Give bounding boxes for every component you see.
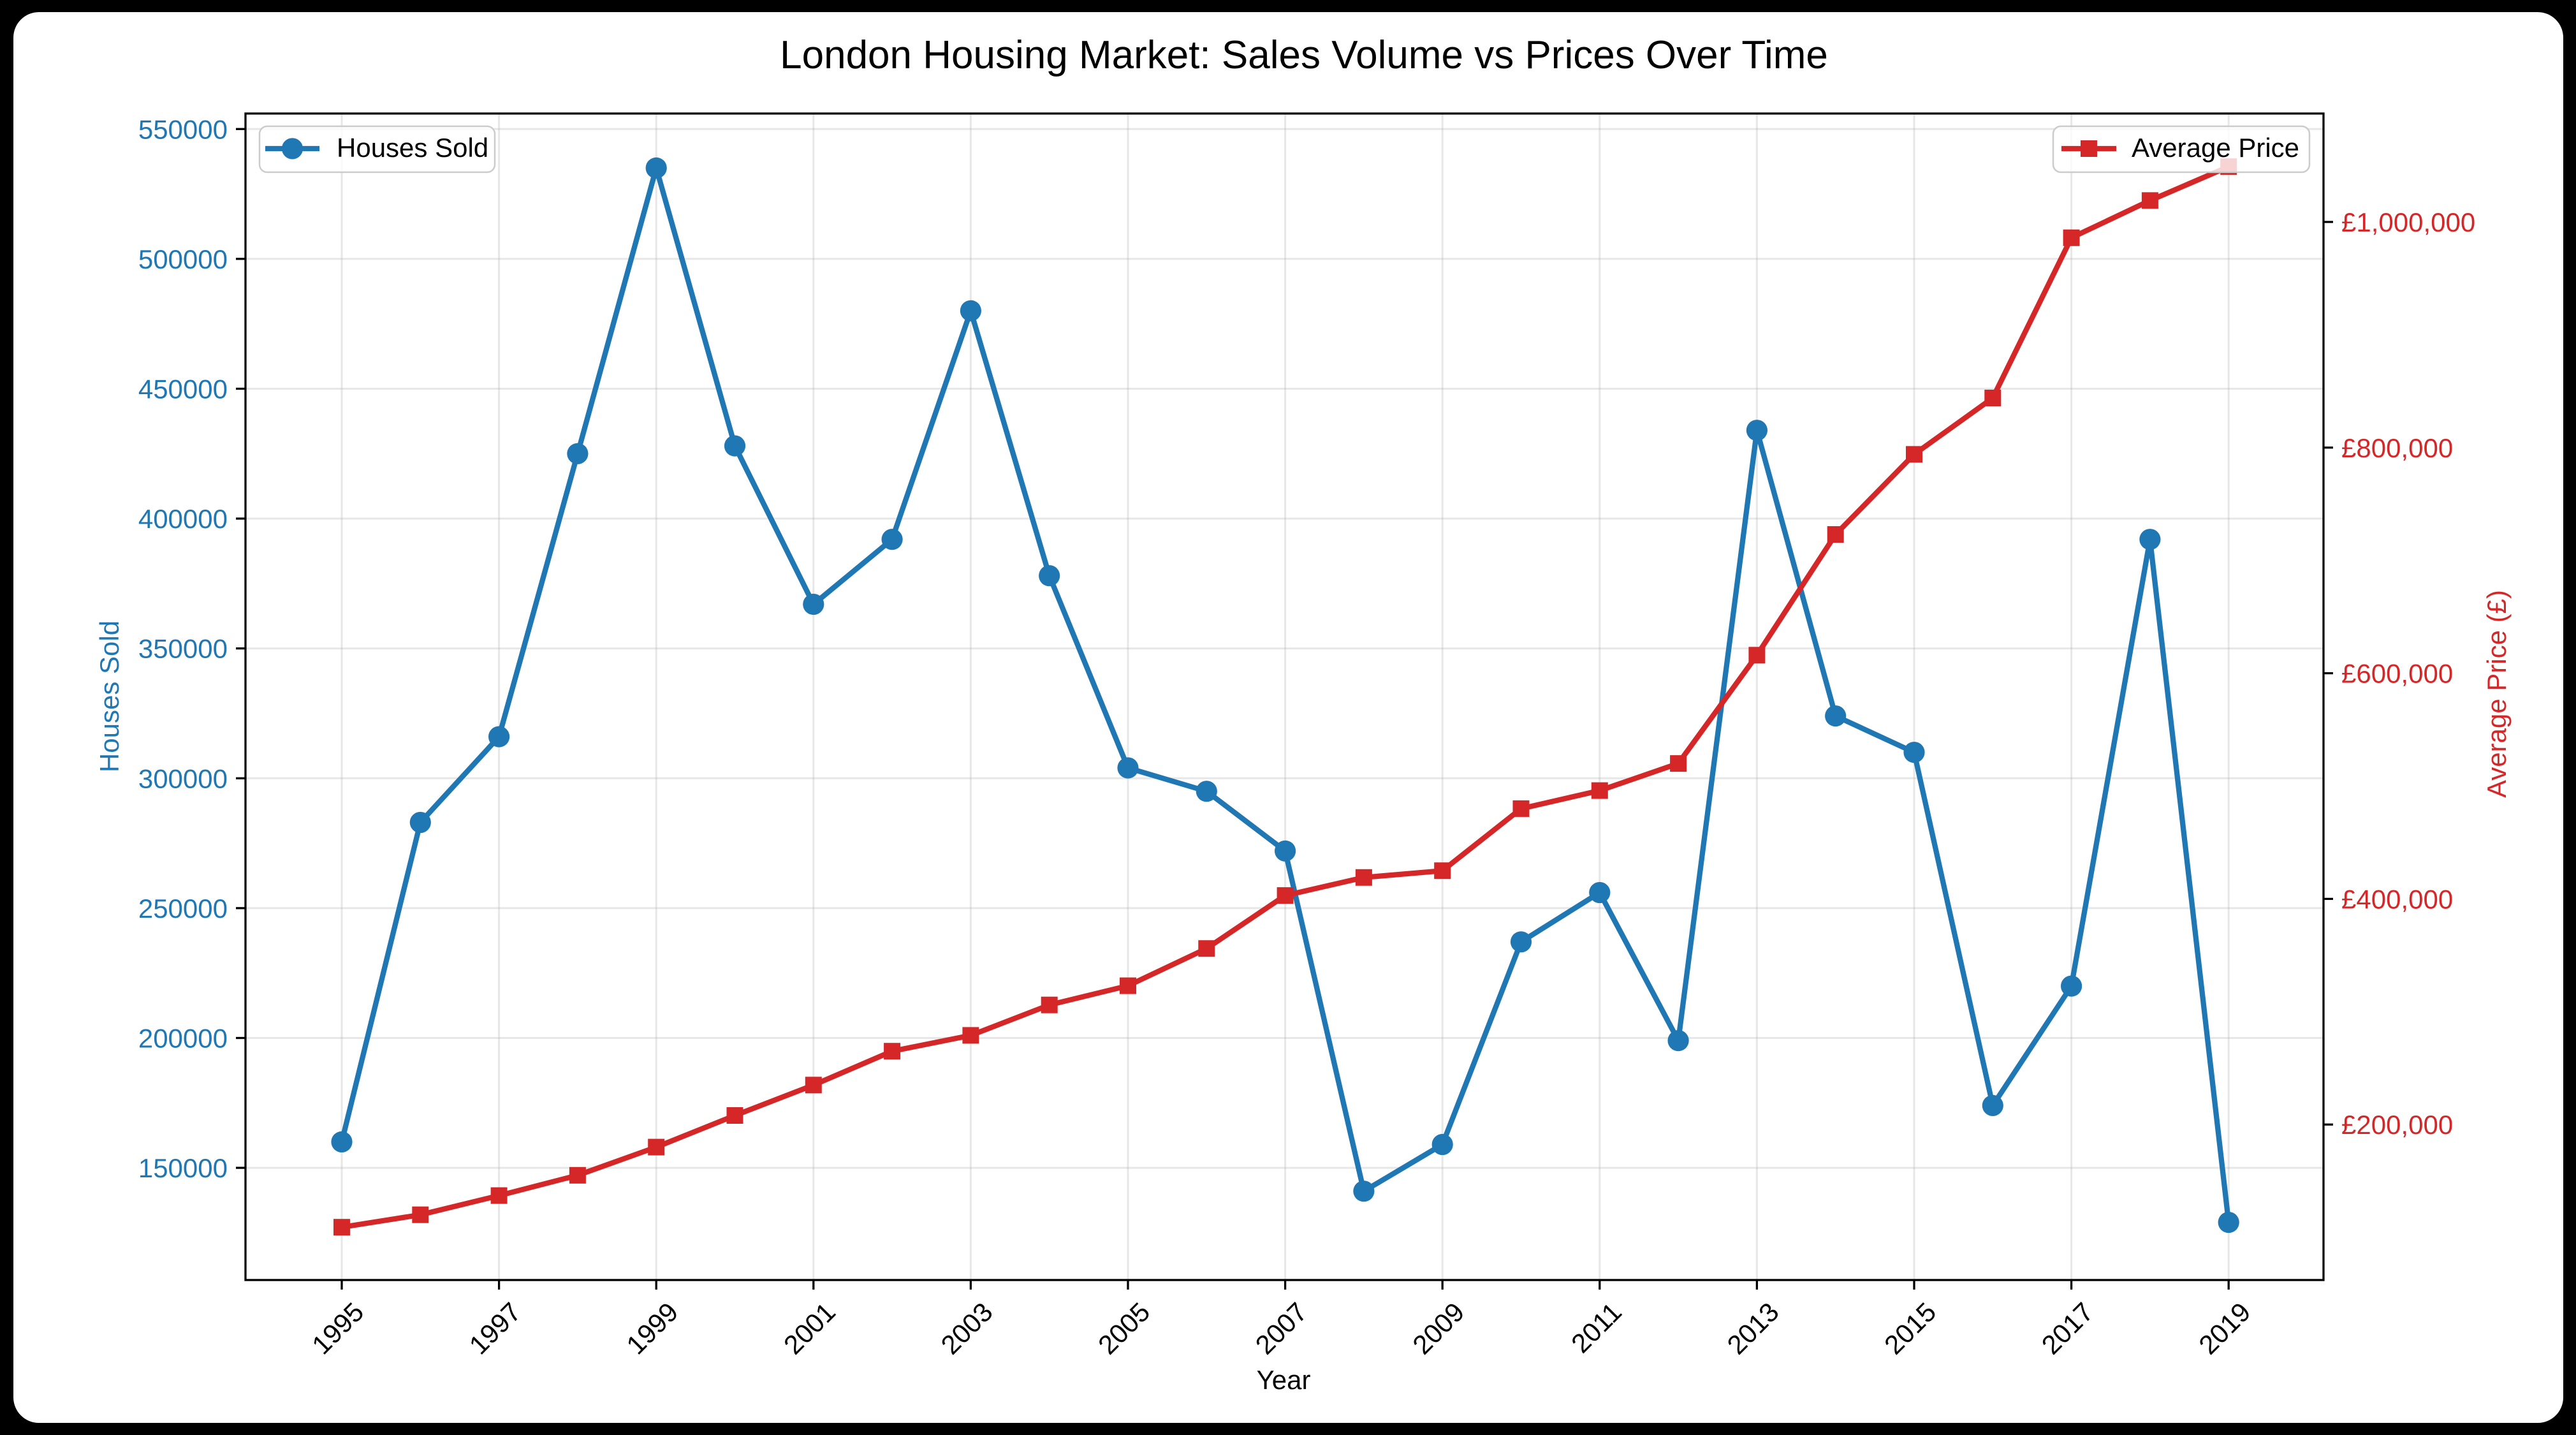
svg-text:Houses Sold: Houses Sold (94, 621, 124, 772)
svg-text:400000: 400000 (138, 504, 228, 534)
svg-text:£600,000: £600,000 (2341, 659, 2453, 689)
svg-text:£400,000: £400,000 (2341, 884, 2453, 914)
svg-text:Average Price (£): Average Price (£) (2482, 590, 2512, 798)
svg-text:350000: 350000 (138, 634, 228, 664)
svg-text:150000: 150000 (138, 1153, 228, 1183)
svg-text:250000: 250000 (138, 894, 228, 924)
svg-text:£200,000: £200,000 (2341, 1110, 2453, 1140)
svg-text:London Housing Market: Sales V: London Housing Market: Sales Volume vs P… (780, 33, 1828, 77)
svg-text:200000: 200000 (138, 1024, 228, 1054)
svg-text:£800,000: £800,000 (2341, 433, 2453, 463)
svg-text:Average Price: Average Price (2132, 133, 2299, 163)
svg-text:Year: Year (1257, 1365, 1311, 1395)
svg-text:Houses Sold: Houses Sold (337, 133, 488, 163)
svg-text:450000: 450000 (138, 374, 228, 404)
svg-text:550000: 550000 (138, 114, 228, 144)
svg-text:500000: 500000 (138, 244, 228, 274)
svg-text:£1,000,000: £1,000,000 (2341, 207, 2475, 237)
svg-text:300000: 300000 (138, 763, 228, 793)
